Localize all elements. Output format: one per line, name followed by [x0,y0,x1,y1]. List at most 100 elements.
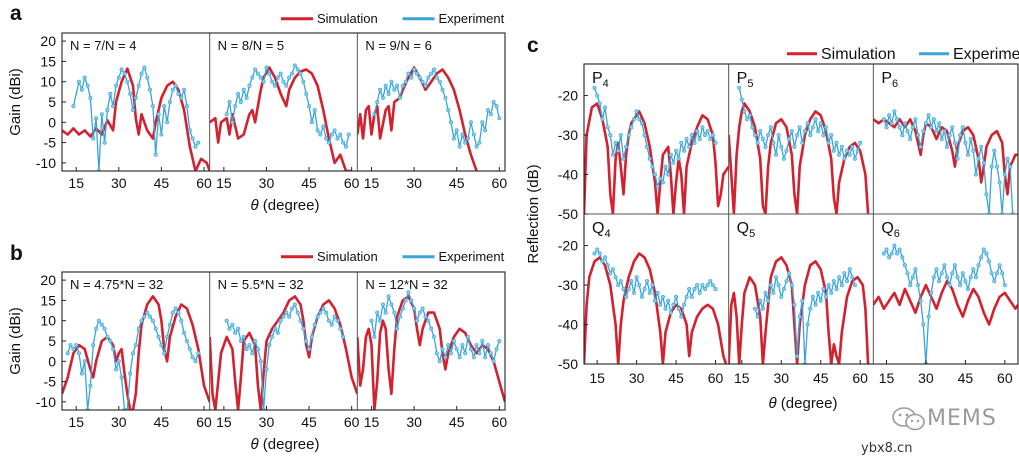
x-tick-label: 45 [301,414,317,430]
experiment-point [979,255,984,260]
experiment-point [679,314,684,319]
experiment-point [466,334,471,339]
y-tick-label: -20 [558,238,578,254]
y-tick-label: -40 [558,317,578,333]
experiment-point [369,318,374,323]
experiment-point [771,140,776,145]
experiment-point [156,112,161,117]
experiment-point [116,359,121,364]
experiment-point [992,279,997,284]
xlabel-unit: (degree) [777,395,838,412]
experiment-point [329,132,334,137]
experiment-point [378,318,383,323]
experiment-point [460,343,465,348]
x-tick-label: 45 [668,370,684,386]
experiment-point [610,152,615,157]
experiment-point [697,290,702,295]
experiment-point [400,306,405,311]
experiment-point [931,117,936,122]
experiment-point [380,302,385,307]
experiment-point [968,275,973,280]
experiment-point [494,347,499,352]
experiment-point [650,164,655,169]
experiment-point [261,79,266,84]
experiment-point [595,93,600,98]
experiment-point [74,343,79,348]
experiment-point [414,318,419,323]
experiment-point [309,120,314,125]
simulation-series [209,66,352,171]
experiment-point [958,133,963,138]
experiment-point [937,121,942,126]
experiment-point [768,283,773,288]
experiment-point [301,326,306,331]
experiment-point [944,275,949,280]
experiment-point [839,144,844,149]
experiment-point [784,148,789,153]
experiment-point [136,326,141,331]
experiment-point [82,75,87,80]
subplot-label: N = 5.5*N = 32 [218,277,304,292]
experiment-point [71,104,76,109]
experiment-point [647,290,652,295]
experiment-point [173,83,178,88]
experiment-point [739,97,744,102]
experiment-point [787,271,792,276]
experiment-point [842,156,847,161]
experiment-point [702,133,707,138]
y-axis-label: Reflection (dB) [525,164,542,263]
experiment-point [642,133,647,138]
experiment-point [289,306,294,311]
subplot-label: Q6 [881,220,900,240]
experiment-point [934,129,939,134]
experiment-point [960,271,965,276]
legend: Simulation Experiment [281,249,505,264]
experiment-point [952,140,957,145]
x-tick-label: 60 [196,175,212,191]
panel-label-c: c [527,34,539,57]
y-tick-label: 10 [40,313,56,329]
simulation-series [873,279,1018,326]
experiment-point [298,318,303,323]
experiment-point [295,310,300,315]
experiment-point [176,91,181,96]
experiment-point [79,371,84,376]
experiment-point [687,144,692,149]
simulation-series [584,252,728,364]
experiment-point [412,306,417,311]
y-axis-label: Gain (dBi) [7,68,24,136]
experiment-point [170,310,175,315]
experiment-series [224,302,346,410]
experiment-point [321,124,326,129]
experiment-point [887,113,892,118]
experiment-point [238,338,243,343]
experiment-point [184,104,189,109]
experiment-point [976,156,981,161]
experiment-point [687,286,692,291]
legend-label-simulation: Simulation [317,11,378,26]
experiment-point [156,334,161,339]
experiment-point [292,302,297,307]
subplot-label: Q5 [737,220,756,240]
experiment-point [335,136,340,141]
experiment-point [902,263,907,268]
y-tick-label: 5 [48,94,56,110]
experiment-point [944,144,949,149]
experiment-point [816,290,821,295]
experiment-point [795,354,800,359]
experiment-point [655,290,660,295]
x-tick-label: 30 [918,370,934,386]
experiment-point [255,71,260,76]
experiment-point [417,75,422,80]
experiment-point [713,286,718,291]
x-tick-label: 15 [879,370,895,386]
subplot-label: N = 8/N = 5 [218,38,284,53]
experiment-point [758,298,763,303]
experiment-point [386,294,391,299]
experiment-point [250,351,255,356]
experiment-point [1000,271,1005,276]
experiment-series [592,247,718,320]
experiment-series [65,306,201,410]
subplot-label-sub: 5 [749,228,755,240]
experiment-point [939,271,944,276]
